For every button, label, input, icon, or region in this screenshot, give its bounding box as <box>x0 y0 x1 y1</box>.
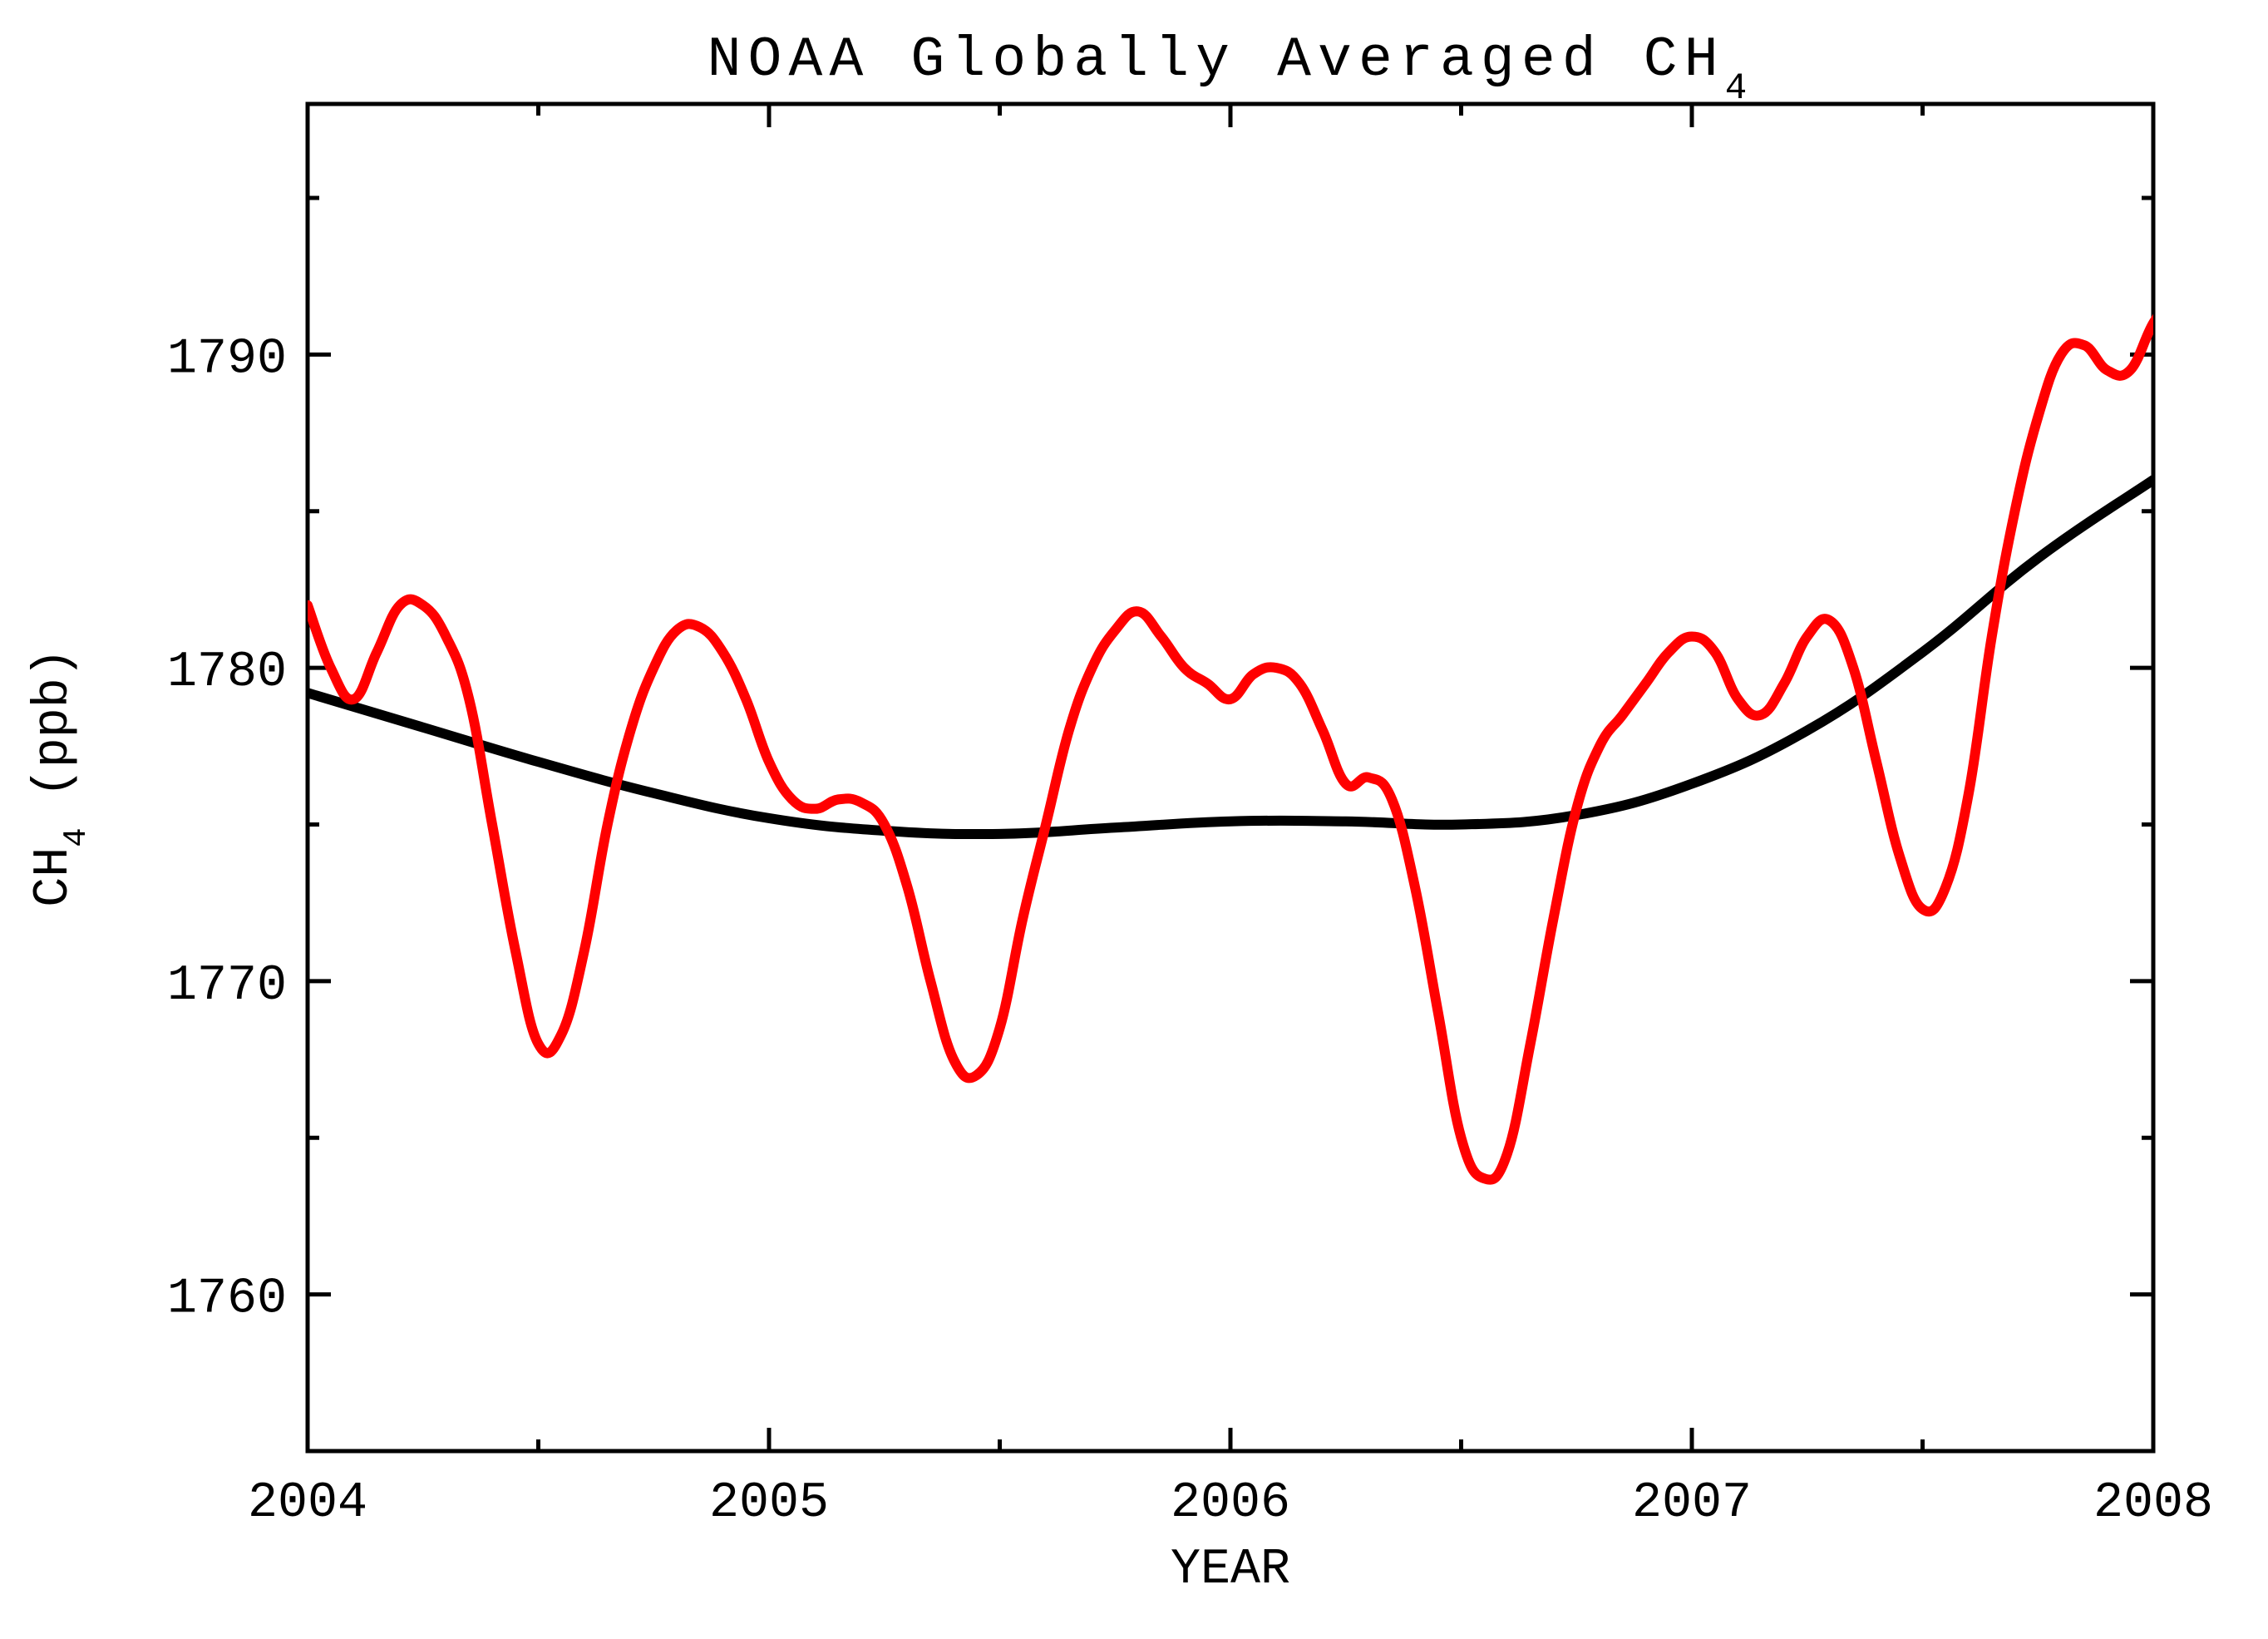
y-tick-label: 1780 <box>167 644 287 701</box>
x-tick-label: 2005 <box>709 1475 829 1532</box>
x-tick-label: 2004 <box>248 1475 367 1532</box>
x-tick-label: 2008 <box>2093 1475 2213 1532</box>
y-tick-label: 1790 <box>167 331 287 388</box>
y-tick-label: 1770 <box>167 958 287 1015</box>
x-axis-label: YEAR <box>1171 1542 1290 1598</box>
line-chart: 2004 2005 2006 2007 2008 1760 1770 1780 1790 NOAA… <box>0 0 2268 1639</box>
y-axis-label: CH4 (ppb) <box>26 648 95 906</box>
chart-container: 2004 2005 2006 2007 2008 1760 1770 1780 1790 NOAA… <box>0 0 2268 1639</box>
seasonal-line <box>308 292 2177 1180</box>
x-tick-label: 2007 <box>1632 1475 1752 1532</box>
x-tick-label: 2006 <box>1171 1475 1290 1532</box>
y-tick-label: 1760 <box>167 1271 287 1328</box>
chart-title: NOAA Globally Averaged CH4 <box>708 28 1754 110</box>
